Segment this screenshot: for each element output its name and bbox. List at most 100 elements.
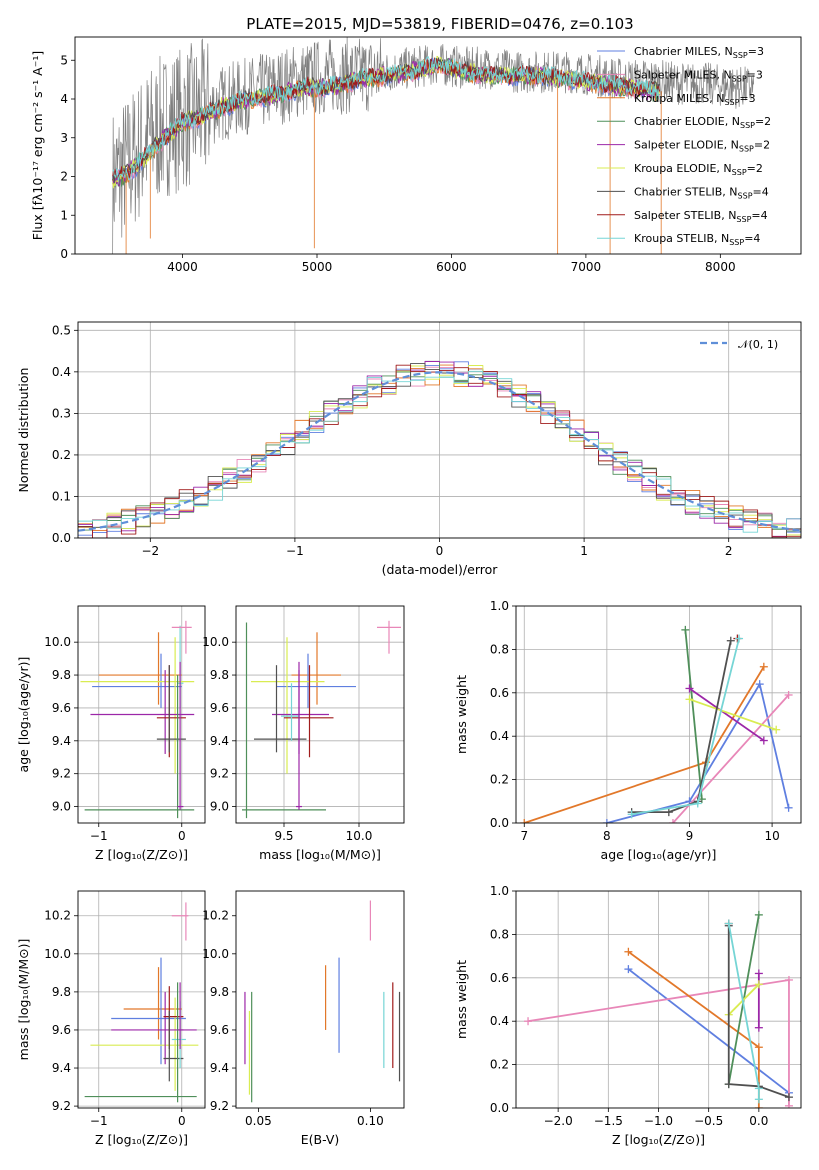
y-tick-label: 0.4	[52, 365, 71, 379]
errorbar-kroupa-elodie	[251, 637, 325, 774]
errorbar-salpeter-miles	[171, 620, 192, 654]
x-tick-label: 0	[178, 829, 186, 843]
x-tick-label: 1	[580, 544, 588, 558]
panel-massweight-vs-Z: −2.0 −1.5 −1.0 −0.5 0.0 0.0 0.2 0.4 0.6 0.8 1.0 Z […	[454, 884, 802, 1147]
y-tick-label: 5	[60, 53, 68, 67]
x-tick-label: −2	[141, 544, 159, 558]
errorbar-salpeter-elodie	[177, 982, 184, 1049]
y-tick-label: 9.2	[210, 767, 229, 781]
x-tick-label: 2	[725, 544, 733, 558]
y-tick-label: 0.8	[490, 927, 509, 941]
plot-area	[516, 606, 801, 823]
x-tick-label: 8000	[705, 260, 736, 274]
y-tick-label: 9.2	[52, 1099, 71, 1113]
series-line	[631, 640, 732, 814]
y-tick-label: 10.2	[44, 909, 71, 923]
series-salpeter-miles	[524, 975, 793, 1108]
x-axis-label: age [log₁₀(age/yr)]	[601, 847, 717, 862]
y-tick-label: 9.6	[210, 1023, 229, 1037]
y-tick-label: 0.2	[490, 1058, 509, 1072]
y-tick-label: 9.0	[210, 800, 229, 814]
x-axis-label: E(B-V)	[301, 1132, 340, 1147]
legend: Chabrier MILES, NSSP=3 Salpeter MILES, NS…	[597, 45, 771, 247]
ticks: −1 0 9.0 9.2 9.4 9.6 9.8 10.0	[44, 635, 185, 843]
errorbar-kroupa-miles	[98, 632, 182, 705]
x-tick-label: 0.0	[749, 1114, 768, 1128]
x-tick-label: 7000	[571, 260, 602, 274]
x-tick-label: −0.5	[694, 1114, 723, 1128]
x-tick-label: 6000	[436, 260, 467, 274]
panel-mass-vs-Z: −1 0 9.2 9.4 9.6 9.8 10.0 10.2 Z [log₁₀(Z/Z⊙)] ma…	[16, 890, 206, 1147]
legend-label: Chabrier ELODIE, NSSP=2	[634, 115, 771, 130]
errorbar-chabrier-miles	[111, 957, 186, 1065]
model-kroupa-stelib	[112, 55, 660, 182]
y-tick-label: 0.4	[490, 1014, 509, 1028]
axes-frame	[235, 890, 405, 1109]
errorbar-salpeter-stelib	[284, 665, 334, 758]
errorbar-chabrier-miles	[92, 653, 182, 708]
y-tick-label: 9.2	[52, 767, 71, 781]
x-tick-label: −2.0	[544, 1114, 573, 1128]
y-tick-label: 10.2	[202, 909, 229, 923]
y-tick-label: 0.0	[52, 531, 71, 545]
y-tick-label: 9.6	[52, 701, 71, 715]
y-axis-label: Normed distribution	[16, 368, 31, 493]
axes-frame	[515, 890, 802, 1109]
ticks: 9.5 10.0 9.0 9.2 9.4 9.6 9.8 10.0	[202, 635, 372, 843]
y-tick-label: 9.6	[210, 701, 229, 715]
errorbar-kroupa-miles	[123, 967, 182, 1040]
plot-area	[78, 322, 801, 538]
x-axis-label: (data-model)/error	[382, 562, 499, 577]
y-tick-label: 9.2	[210, 1099, 229, 1113]
y-tick-label: 0.1	[52, 489, 71, 503]
x-tick-label: 5000	[302, 260, 333, 274]
series-chabrier-stelib	[627, 636, 735, 817]
x-tick-label: −1	[90, 829, 108, 843]
series-salpeter-elodie	[754, 969, 763, 1032]
errorbar-salpeter-miles	[171, 902, 189, 941]
plot-area	[112, 37, 755, 254]
y-axis-label: mass weight	[454, 675, 469, 754]
x-tick-label: 4000	[167, 260, 198, 274]
errorbar-salpeter-elodie	[296, 661, 302, 810]
y-tick-label: 3	[60, 131, 68, 145]
x-tick-label: 7	[520, 829, 528, 843]
x-tick-label: 0	[178, 1114, 186, 1128]
y-tick-label: 0.6	[490, 686, 509, 700]
plot-area	[78, 891, 205, 1108]
panel-mass-vs-EBV: 0.05 0.10 9.2 9.4 9.6 9.8 10.0 10.2 E(B-V)	[202, 890, 405, 1147]
series-kroupa-elodie	[685, 695, 781, 734]
y-tick-label: 10.0	[44, 635, 71, 649]
figure-title: PLATE=2015, MJD=53819, FIBERID=0476, z=0…	[246, 15, 633, 33]
y-tick-label: 9.8	[52, 985, 71, 999]
x-tick-label: 8	[603, 829, 611, 843]
axes-frame	[515, 605, 802, 824]
series-line	[727, 923, 760, 1100]
series-salpeter-elodie	[685, 684, 768, 745]
series-kroupa-stelib	[724, 919, 763, 1104]
ticks: 0.05 0.10 9.2 9.4 9.6 9.8 10.0 10.2	[202, 909, 383, 1128]
grid	[78, 322, 801, 538]
legend-label: Chabrier STELIB, NSSP=4	[634, 185, 769, 200]
legend-label: Salpeter STELIB, NSSP=4	[634, 209, 768, 224]
legend-label: Kroupa ELODIE, NSSP=2	[634, 162, 763, 177]
series-line	[523, 666, 765, 823]
panel-age-vs-Z: −1 0 9.0 9.2 9.4 9.6 9.8 10.0 Z [log₁₀(Z/Z⊙)] age…	[16, 605, 206, 862]
ticks: −2.0 −1.5 −1.0 −0.5 0.0 0.0 0.2 0.4 0.6 0.8 1.0	[490, 884, 768, 1128]
y-tick-label: 0	[60, 247, 68, 261]
panel-spectrum: 4000 5000 6000 7000 8000 0 1 2 3 4 5 Flux [fλ10⁻¹⁷ …	[30, 36, 802, 274]
y-tick-label: 9.8	[52, 668, 71, 682]
x-axis-label: mass [log₁₀(M/M⊙)]	[259, 847, 381, 862]
x-tick-label: 10.0	[346, 829, 373, 843]
errorbar-salpeter-elodie	[111, 991, 197, 1065]
y-tick-label: 0.8	[490, 642, 509, 656]
y-tick-label: 0.3	[52, 406, 71, 420]
grid	[78, 606, 205, 823]
legend-label: Salpeter ELODIE, NSSP=2	[634, 139, 770, 154]
errorbar-kroupa-elodie	[80, 637, 195, 774]
panel-residuals: −2 −1 0 1 2 0.0 0.1 0.2 0.3 0.4 0.5 (data-model)/er…	[16, 321, 802, 577]
y-tick-label: 9.4	[52, 734, 71, 748]
x-axis-label: Z [log₁₀(Z/Z⊙)]	[95, 1132, 188, 1147]
axes-frame	[77, 890, 206, 1109]
